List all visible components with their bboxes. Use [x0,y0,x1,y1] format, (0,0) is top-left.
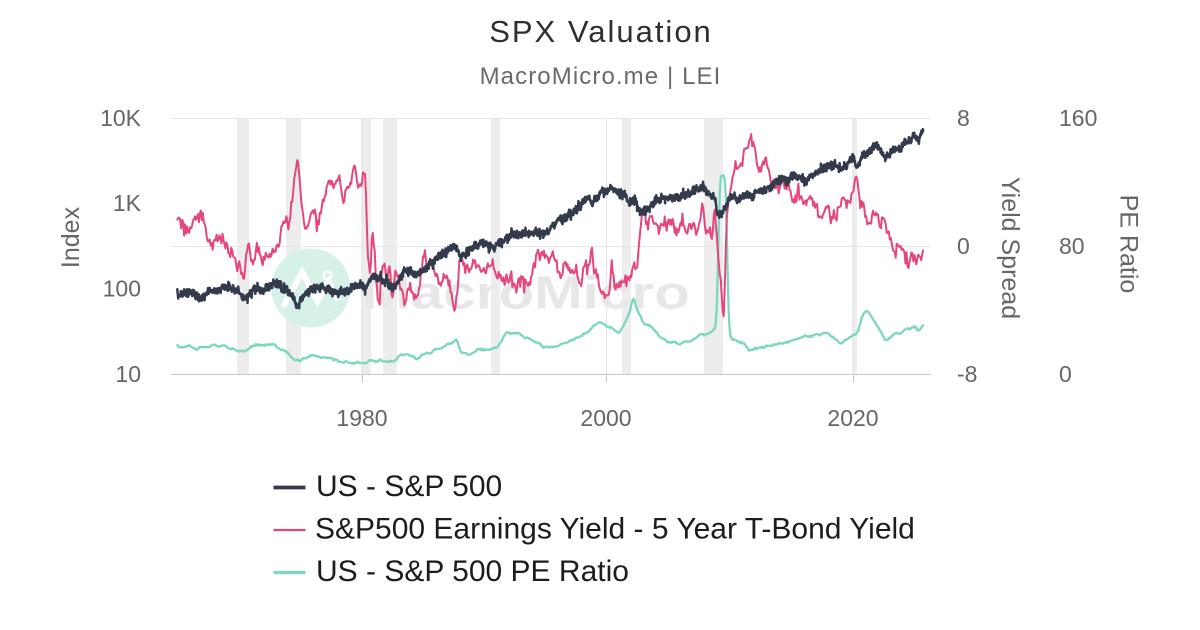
svg-text:80: 80 [1059,233,1085,259]
svg-text:US - S&P 500 PE Ratio: US - S&P 500 PE Ratio [316,555,629,588]
svg-text:Index: Index [57,206,85,268]
svg-text:1K: 1K [113,190,142,216]
svg-text:MacroMicro.me | LEI: MacroMicro.me | LEI [480,63,722,90]
svg-text:100: 100 [103,276,141,302]
svg-text:160: 160 [1059,105,1097,131]
svg-text:-8: -8 [957,361,977,387]
svg-text:PE Ratio: PE Ratio [1115,195,1143,294]
svg-text:SPX Valuation: SPX Valuation [489,14,713,49]
svg-text:8: 8 [957,105,970,131]
svg-text:10: 10 [115,361,141,387]
svg-text:2020: 2020 [827,405,878,431]
svg-text:2000: 2000 [580,405,631,431]
svg-text:US - S&P 500: US - S&P 500 [316,470,502,503]
svg-text:Yield Spread: Yield Spread [996,177,1024,319]
svg-text:0: 0 [957,233,970,259]
svg-text:10K: 10K [100,105,142,131]
svg-text:S&P500 Earnings Yield - 5 Year: S&P500 Earnings Yield - 5 Year T-Bond Yi… [315,513,915,546]
svg-text:1980: 1980 [336,405,387,431]
svg-text:0: 0 [1059,361,1072,387]
